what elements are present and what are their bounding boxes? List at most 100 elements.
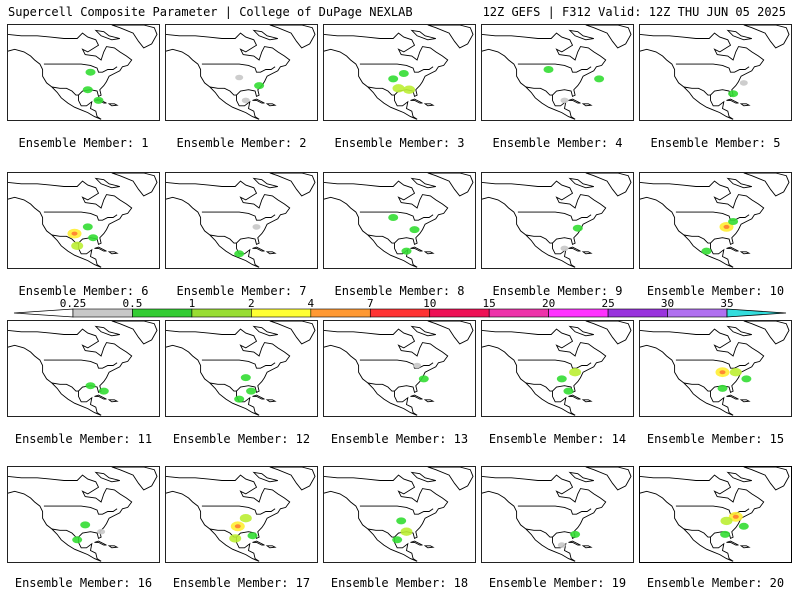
ensemble-member-map[interactable] (323, 24, 476, 121)
scp-area-low (717, 384, 728, 392)
ensemble-member-map[interactable] (481, 466, 634, 563)
ensemble-member-map[interactable] (323, 320, 476, 417)
cuba (726, 246, 739, 252)
hispaniola (265, 251, 277, 255)
cuba (252, 394, 265, 400)
basemap (166, 173, 316, 268)
ensemble-member-map[interactable] (165, 172, 318, 269)
ensemble-member-map[interactable] (7, 172, 160, 269)
us-canada-border (517, 211, 592, 221)
greenland (111, 321, 158, 345)
map-title: Supercell Composite Parameter | College … (8, 5, 413, 19)
ensemble-member-map[interactable] (639, 320, 792, 417)
ensemble-member-map[interactable] (481, 320, 634, 417)
greenland (111, 173, 158, 197)
scp-area-low (594, 75, 605, 83)
arctic-island (252, 325, 278, 337)
west-coastline (166, 196, 260, 268)
greenland (427, 467, 474, 491)
colorbar-bin (191, 308, 252, 318)
us-mexico-border (367, 234, 395, 244)
scp-area-trace (252, 224, 261, 230)
scp-area-peak (234, 524, 241, 529)
hispaniola (739, 251, 751, 255)
colorbar-tick-label: 15 (482, 297, 496, 310)
west-coastline (482, 196, 576, 268)
colorbar-bin (251, 308, 312, 318)
ensemble-member-map[interactable] (481, 172, 634, 269)
greenland (427, 173, 474, 197)
ensemble-member-map[interactable] (165, 320, 318, 417)
colorbar-bin (667, 308, 728, 318)
scp-area-trace (557, 542, 566, 548)
greenland (111, 25, 158, 49)
scp-area-low (80, 521, 91, 529)
us-mexico-border (683, 528, 711, 538)
basemap (166, 321, 316, 416)
scp-area-low (728, 90, 739, 98)
ensemble-member-map[interactable] (639, 466, 792, 563)
ensemble-member-map[interactable] (323, 466, 476, 563)
hispaniola (423, 545, 435, 549)
ensemble-member-map[interactable] (639, 172, 792, 269)
coastline (166, 180, 291, 268)
us-canada-border (675, 211, 750, 221)
colorbar-tick-label: 10 (423, 297, 437, 310)
cuba (726, 394, 739, 400)
colorbar-tick-label: 2 (248, 297, 255, 310)
greenland (743, 467, 790, 491)
arctic-island (726, 177, 752, 189)
ensemble-member-map[interactable] (165, 466, 318, 563)
ensemble-member-map[interactable] (7, 320, 160, 417)
member-label: Ensemble Member: 20 (646, 576, 785, 590)
scp-area-low (98, 387, 109, 395)
cuba (94, 246, 107, 252)
ensemble-member-map[interactable] (323, 172, 476, 269)
us-canada-border (43, 211, 118, 221)
ensemble-member-map[interactable] (481, 24, 634, 121)
us-mexico-border (525, 382, 553, 392)
hispaniola (107, 251, 119, 255)
scp-area-low (72, 536, 83, 544)
member-label: Ensemble Member: 5 (650, 136, 781, 150)
scp-area-mid (392, 84, 405, 93)
ensemble-member-map[interactable] (165, 24, 318, 121)
scp-area-low (85, 382, 96, 390)
colorbar-tick-label: 35 (720, 297, 734, 310)
west-coastline (324, 344, 418, 416)
basemap (324, 173, 474, 268)
member-label: Ensemble Member: 16 (14, 576, 153, 590)
west-coastline (324, 48, 418, 120)
member-label: Ensemble Member: 6 (18, 284, 149, 298)
colorbar-bin (369, 308, 431, 318)
coastline (640, 32, 765, 120)
basemap (482, 173, 632, 268)
scp-area-mid (239, 514, 252, 523)
colorbar-tick-label: 25 (601, 297, 615, 310)
cuba (568, 246, 581, 252)
colorbar-low-arrow (13, 308, 74, 318)
west-coastline (640, 48, 734, 120)
colorbar-bin (310, 308, 371, 318)
arctic-island (252, 471, 278, 483)
ensemble-member-map[interactable] (639, 24, 792, 121)
basemap (640, 173, 790, 268)
scp-area-low (396, 517, 407, 525)
basemap (324, 467, 474, 562)
scp-area-trace (235, 74, 244, 81)
coastline (324, 328, 449, 416)
us-canada-border (201, 63, 276, 73)
hispaniola (581, 103, 593, 107)
scp-area-low (570, 530, 581, 538)
greenland (743, 173, 790, 197)
scp-area-low (556, 375, 567, 383)
arctic-island (94, 29, 120, 41)
arctic-island (726, 29, 752, 41)
cuba (94, 540, 107, 546)
colorbar-high-arrow (726, 308, 787, 318)
scp-area-low (234, 250, 245, 258)
scp-area-low (738, 522, 749, 530)
ensemble-member-map[interactable] (7, 24, 160, 121)
ensemble-member-map[interactable] (7, 466, 160, 563)
basemap (640, 467, 790, 562)
